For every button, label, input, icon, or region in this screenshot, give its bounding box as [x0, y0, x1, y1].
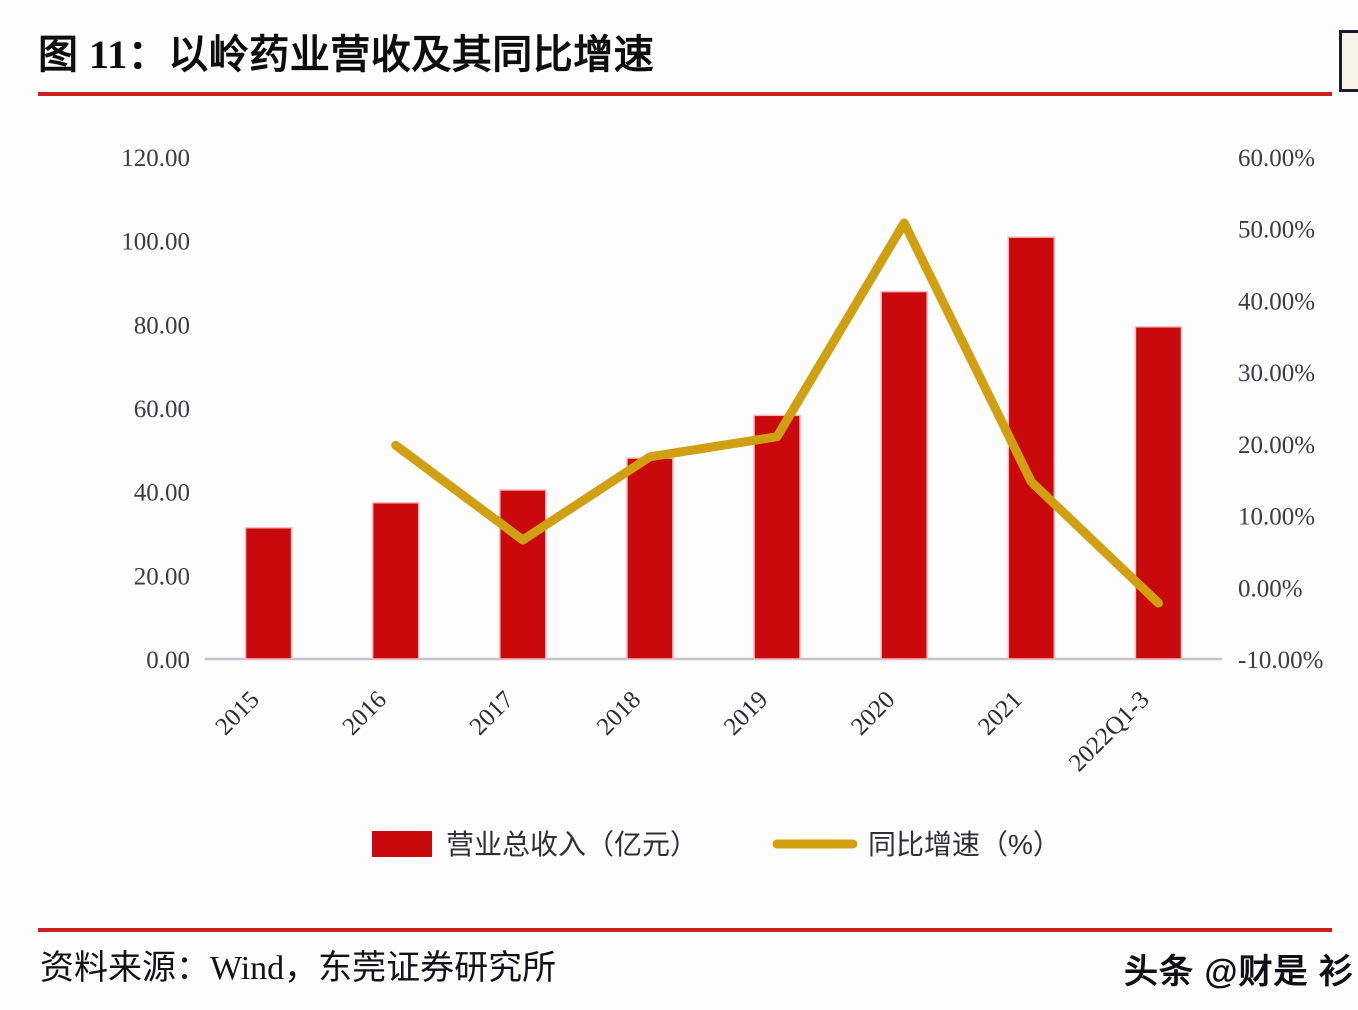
category-label-2015: 2015: [210, 686, 264, 740]
legend-label-revenue: 营业总收入（亿元）: [446, 829, 698, 860]
footer-divider: [38, 928, 1332, 932]
bar-2021: [1007, 236, 1056, 660]
right-axis-tick-label: 30.00%: [1238, 360, 1315, 387]
legend-label-growth: 同比增速（%）: [868, 829, 1061, 860]
right-axis-tick-label: -10.00%: [1238, 647, 1323, 674]
figure-title: 图 11：以岭药业营收及其同比增速: [38, 26, 1328, 92]
bar-2015: [244, 526, 293, 660]
right-axis-tick-label: 60.00%: [1238, 145, 1315, 172]
chart-svg: 0.00 20.00 40.00 60.00 80.00 100.00 120.00 -10…: [121, 145, 1323, 860]
chart-legend: 营业总收入（亿元） 同比增速（%）: [372, 829, 1061, 860]
legend-bar-swatch-icon: [372, 831, 432, 857]
right-axis-tick-label: 20.00%: [1238, 432, 1315, 459]
chart-plot-area: 0.00 20.00 40.00 60.00 80.00 100.00 120.00 -10…: [0, 96, 1358, 896]
watermark-label: 头条 @财是 衫: [1123, 953, 1354, 991]
left-axis-tick-label: 0.00: [146, 647, 190, 674]
bar-2017: [499, 489, 547, 660]
left-axis-tick-label: 100.00: [121, 229, 190, 256]
bar-2018: [626, 457, 674, 660]
left-axis-tick-label: 60.00: [134, 396, 190, 423]
right-axis-tick-label: 40.00%: [1238, 288, 1315, 315]
bar-2022Q1-3: [1134, 326, 1183, 660]
category-label-2021: 2021: [973, 686, 1027, 740]
left-axis-ticks: 0.00 20.00 40.00 60.00 80.00 100.00 120.00: [121, 145, 190, 674]
left-axis-tick-label: 40.00: [134, 480, 190, 507]
left-axis-tick-label: 20.00: [134, 563, 190, 590]
category-labels: 2015 2016 2017 2018 2019 2020 2021 2022Q1-3: [210, 686, 1154, 777]
growth-line-series: [391, 218, 1163, 608]
figure-title-text: 图 11：以岭药业营收及其同比增速: [38, 32, 655, 77]
category-label-2022Q1-3: 2022Q1-3: [1064, 686, 1155, 777]
category-label-2019: 2019: [719, 686, 773, 740]
right-axis-tick-label: 10.00%: [1238, 504, 1315, 531]
category-label-2020: 2020: [846, 686, 900, 740]
bar-2019: [753, 414, 801, 660]
source-note: 资料来源：Wind，东莞证券研究所: [40, 950, 557, 987]
category-label-2016: 2016: [337, 686, 391, 740]
title-divider-top: [38, 92, 1332, 96]
left-axis-tick-label: 120.00: [121, 145, 190, 172]
right-axis-ticks: -10.00% 0.00% 10.00% 20.00% 30.00% 40.00% 50.0…: [1238, 145, 1323, 674]
right-axis-tick-label: 50.00%: [1238, 217, 1315, 244]
left-axis-tick-label: 80.00: [134, 312, 190, 339]
right-axis-tick-label: 0.00%: [1238, 575, 1303, 602]
category-label-2018: 2018: [592, 686, 646, 740]
category-label-2017: 2017: [465, 686, 519, 740]
bar-2016: [371, 502, 420, 660]
bar-2020: [880, 290, 928, 660]
corner-decoration-icon: [1339, 30, 1358, 92]
